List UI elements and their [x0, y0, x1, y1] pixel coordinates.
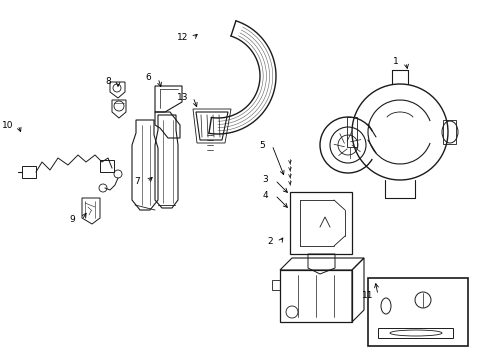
- Text: 10: 10: [2, 121, 14, 130]
- Text: 6: 6: [145, 73, 151, 82]
- Text: 11: 11: [362, 291, 373, 300]
- Text: 12: 12: [177, 33, 188, 42]
- Text: 1: 1: [392, 58, 398, 67]
- Text: 3: 3: [262, 175, 267, 184]
- Text: 13: 13: [177, 93, 188, 102]
- Text: 8: 8: [105, 77, 111, 86]
- Text: 7: 7: [134, 177, 140, 186]
- Bar: [367, 278, 467, 346]
- Text: 4: 4: [262, 190, 267, 199]
- Text: 2: 2: [266, 238, 272, 247]
- Text: 9: 9: [69, 216, 75, 225]
- Text: 5: 5: [259, 140, 264, 149]
